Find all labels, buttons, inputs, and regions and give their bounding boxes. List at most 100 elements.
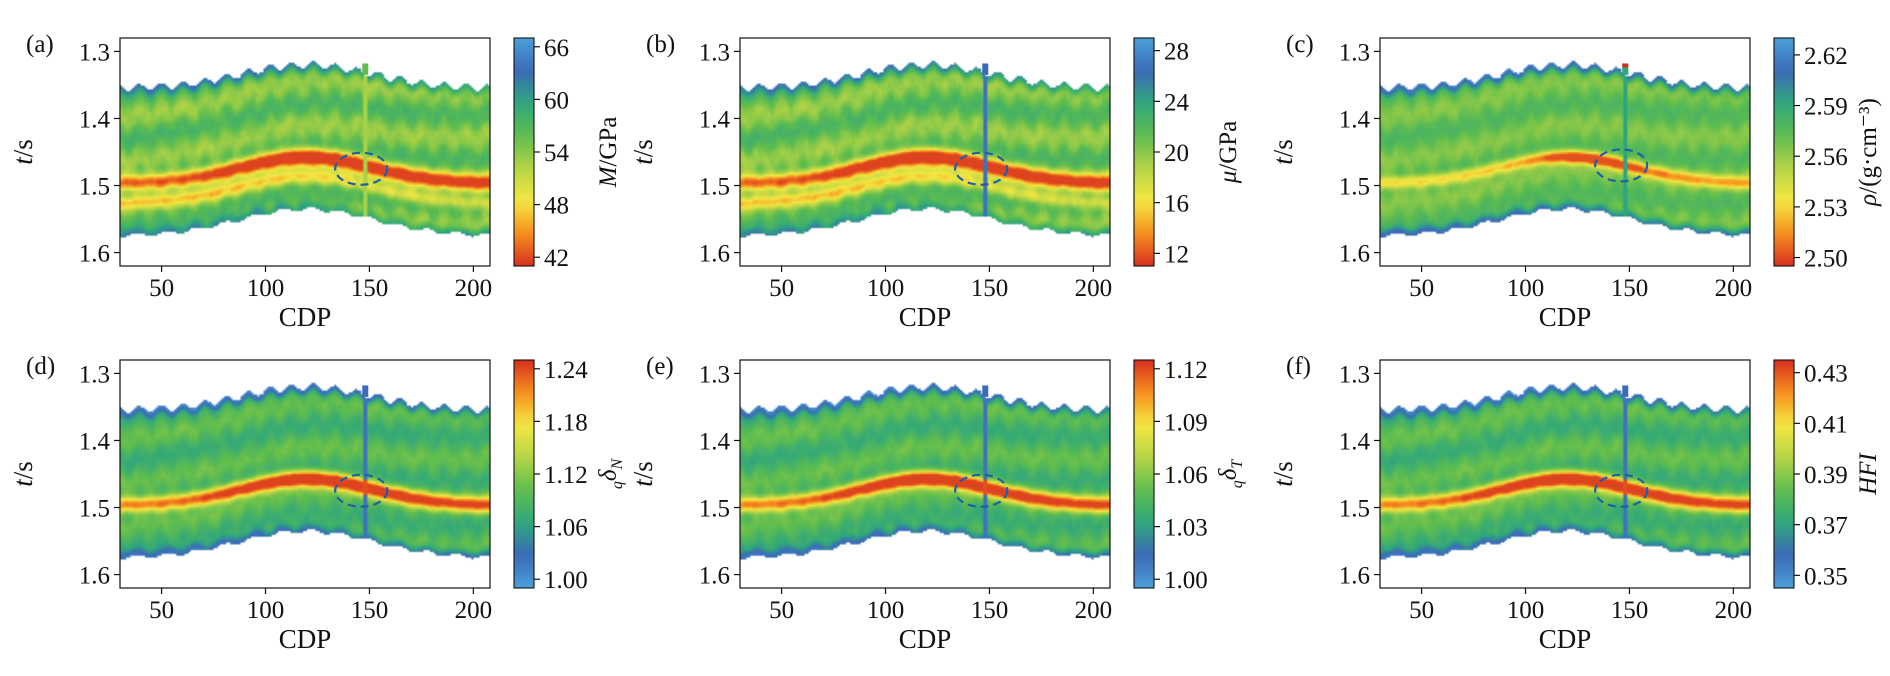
anomaly-ellipse xyxy=(954,473,1009,508)
y-tick-label: 1.6 xyxy=(79,241,110,268)
colorbar-tick-label: 54 xyxy=(544,140,570,167)
y-tick-label: 1.4 xyxy=(699,106,731,133)
y-tick-label: 1.4 xyxy=(79,428,111,455)
chart-panel-b: 50 100 150 200 1.3 1.4 1.5 1.6 CDP t/s (b) 28 24 20 16… xyxy=(628,31,1242,332)
heatmap-image xyxy=(120,38,490,266)
x-tick-label: 100 xyxy=(1507,275,1545,302)
colorbar-label: μ/GPa xyxy=(1215,121,1242,185)
y-tick-label: 1.5 xyxy=(1339,174,1370,201)
x-tick-label: 100 xyxy=(867,597,905,624)
heatmap-image xyxy=(740,360,1110,588)
plot-frame xyxy=(739,37,1111,267)
x-axis-label: CDP xyxy=(279,302,332,332)
y-axis-label: t/s xyxy=(628,139,658,165)
colorbar-tick-label: 1.24 xyxy=(544,357,588,384)
colorbar-tick-label: 42 xyxy=(544,245,569,272)
colorbar-tick-label: 2.56 xyxy=(1804,144,1848,171)
y-tick-label: 1.3 xyxy=(79,39,110,66)
y-tick-label: 1.3 xyxy=(699,361,730,388)
anomaly-ellipse xyxy=(334,151,389,186)
chart-panel-d: 50 100 150 200 1.3 1.4 1.5 1.6 CDP t/s (d) 1.24 1.18… xyxy=(8,353,626,654)
well-trace xyxy=(1622,385,1629,397)
y-axis-label: t/s xyxy=(1268,139,1298,165)
y-tick-label: 1.3 xyxy=(1339,39,1370,66)
colorbar-tick-label: 60 xyxy=(544,87,569,114)
x-tick-label: 200 xyxy=(1075,597,1113,624)
colorbar xyxy=(513,37,535,267)
well-trace xyxy=(362,63,369,75)
colorbar-tick-label: 66 xyxy=(544,35,569,62)
colorbar-tick-label: 0.41 xyxy=(1804,411,1848,438)
x-tick-label: 50 xyxy=(1409,275,1434,302)
y-tick-label: 1.4 xyxy=(79,106,111,133)
chart-panel-e: 50 100 150 200 1.3 1.4 1.5 1.6 CDP t/s (e) 1.12 1.09… xyxy=(628,353,1246,654)
x-tick-label: 200 xyxy=(455,597,493,624)
panel-label: (d) xyxy=(26,353,55,380)
well-trace xyxy=(362,385,369,397)
colorbar-tick-label: 16 xyxy=(1164,191,1189,218)
x-tick-label: 50 xyxy=(769,275,794,302)
heatmap-image xyxy=(740,38,1110,266)
x-axis-label: CDP xyxy=(899,302,952,332)
colorbar-label: M/GPa xyxy=(595,117,622,189)
x-tick-label: 200 xyxy=(1075,275,1113,302)
y-tick-label: 1.3 xyxy=(1339,361,1370,388)
colorbar-tick-label: 2.62 xyxy=(1804,43,1848,70)
well-trace xyxy=(982,63,989,75)
y-tick-label: 1.5 xyxy=(79,496,110,523)
x-tick-label: 150 xyxy=(1611,597,1649,624)
colorbar-tick-label: 24 xyxy=(1164,89,1190,116)
chart-panel-a: 50 100 150 200 1.3 1.4 1.5 1.6 CDP t/s (a) 66 60 54 48… xyxy=(8,31,622,332)
chart-panel-f: 50 100 150 200 1.3 1.4 1.5 1.6 CDP t/s (f) 0.43 0.41… xyxy=(1268,353,1882,654)
plot-frame xyxy=(739,359,1111,589)
x-tick-label: 100 xyxy=(247,597,285,624)
x-tick-label: 50 xyxy=(1409,597,1434,624)
plot-frame xyxy=(119,37,491,267)
colorbar-tick-label: 1.03 xyxy=(1164,515,1208,542)
colorbar-tick-label: 28 xyxy=(1164,39,1189,66)
x-tick-label: 150 xyxy=(351,597,389,624)
colorbar xyxy=(1773,37,1795,267)
heatmap-image xyxy=(120,360,490,588)
colorbar-tick-label: 2.59 xyxy=(1804,94,1848,121)
colorbar xyxy=(1133,37,1155,267)
colorbar-tick-label: 2.50 xyxy=(1804,246,1848,273)
y-tick-label: 1.4 xyxy=(1339,428,1371,455)
y-tick-label: 1.6 xyxy=(1339,563,1370,590)
x-tick-label: 150 xyxy=(1611,275,1649,302)
y-tick-label: 1.3 xyxy=(699,39,730,66)
colorbar-tick-label: 48 xyxy=(544,193,569,220)
colorbar-label: qδT xyxy=(1215,459,1246,489)
colorbar-tick-label: 1.12 xyxy=(1164,357,1208,384)
x-tick-label: 50 xyxy=(149,597,174,624)
x-tick-label: 200 xyxy=(455,275,493,302)
x-tick-label: 100 xyxy=(867,275,905,302)
colorbar-tick-label: 1.12 xyxy=(544,462,588,489)
plot-frame xyxy=(1379,359,1751,589)
colorbar-label: qδN xyxy=(595,458,626,490)
y-tick-label: 1.6 xyxy=(699,563,730,590)
colorbar-tick-label: 2.53 xyxy=(1804,195,1848,222)
colorbar xyxy=(1133,359,1155,589)
panel-label: (f) xyxy=(1286,353,1311,380)
colorbar-tick-label: 1.00 xyxy=(1164,567,1208,594)
x-tick-label: 100 xyxy=(247,275,285,302)
y-axis-label: t/s xyxy=(8,139,38,165)
x-axis-label: CDP xyxy=(279,624,332,654)
y-tick-label: 1.5 xyxy=(699,174,730,201)
x-tick-label: 50 xyxy=(769,597,794,624)
colorbar-tick-label: 0.39 xyxy=(1804,462,1848,489)
x-axis-label: CDP xyxy=(899,624,952,654)
colorbar-label: HFI xyxy=(1855,452,1882,496)
y-axis-label: t/s xyxy=(1268,461,1298,487)
heatmap-image xyxy=(1380,360,1750,588)
colorbar-label: ρ/(g·cm⁻³) xyxy=(1855,98,1882,207)
colorbar-tick-label: 1.06 xyxy=(1164,462,1208,489)
well-trace xyxy=(1622,63,1629,75)
plot-frame xyxy=(119,359,491,589)
anomaly-ellipse xyxy=(1594,473,1649,508)
colorbar-tick-label: 1.18 xyxy=(544,409,588,436)
x-tick-label: 150 xyxy=(971,275,1009,302)
colorbar-tick-label: 1.09 xyxy=(1164,409,1208,436)
y-tick-label: 1.5 xyxy=(1339,496,1370,523)
